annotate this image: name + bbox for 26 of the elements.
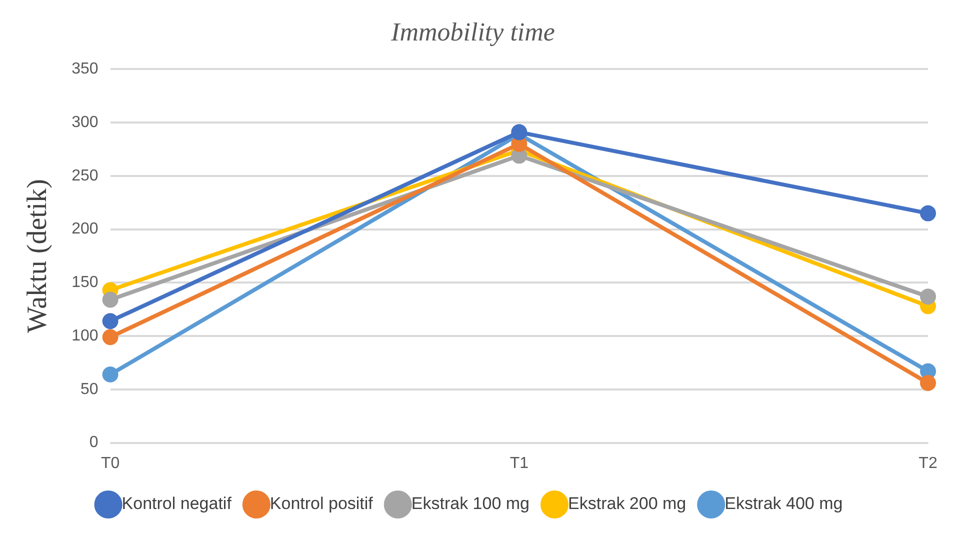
x-tick-label: T0 (100, 454, 120, 472)
legend-label: Ekstrak 400 mg (724, 494, 843, 514)
y-tick-label: 200 (72, 220, 98, 238)
y-tick-label: 50 (80, 380, 98, 398)
legend-label: Kontrol positif (270, 494, 374, 514)
legend-label: Ekstrak 200 mg (568, 494, 686, 514)
point (102, 313, 118, 330)
y-tick-label: 300 (72, 114, 98, 131)
y-tick-label: 350 (72, 60, 98, 78)
legend-label: Kontrol negatif (122, 494, 232, 514)
y-tick-label: 100 (72, 327, 98, 344)
chart-title: Immobility time (390, 17, 555, 46)
point (920, 288, 936, 305)
point (102, 292, 118, 308)
point (511, 148, 528, 164)
point (102, 366, 118, 382)
y-tick-label: 0 (89, 434, 98, 452)
y-tick-label: 250 (72, 167, 98, 184)
y-axis-title: Waktu (detik) (22, 178, 54, 334)
y-tick-label: 150 (72, 274, 98, 292)
point (920, 375, 936, 392)
point (920, 205, 936, 222)
x-tick-label: T2 (918, 454, 938, 472)
legend-label: Ekstrak 100 mg (411, 494, 530, 514)
point (102, 329, 118, 346)
x-tick-label: T1 (510, 454, 529, 472)
